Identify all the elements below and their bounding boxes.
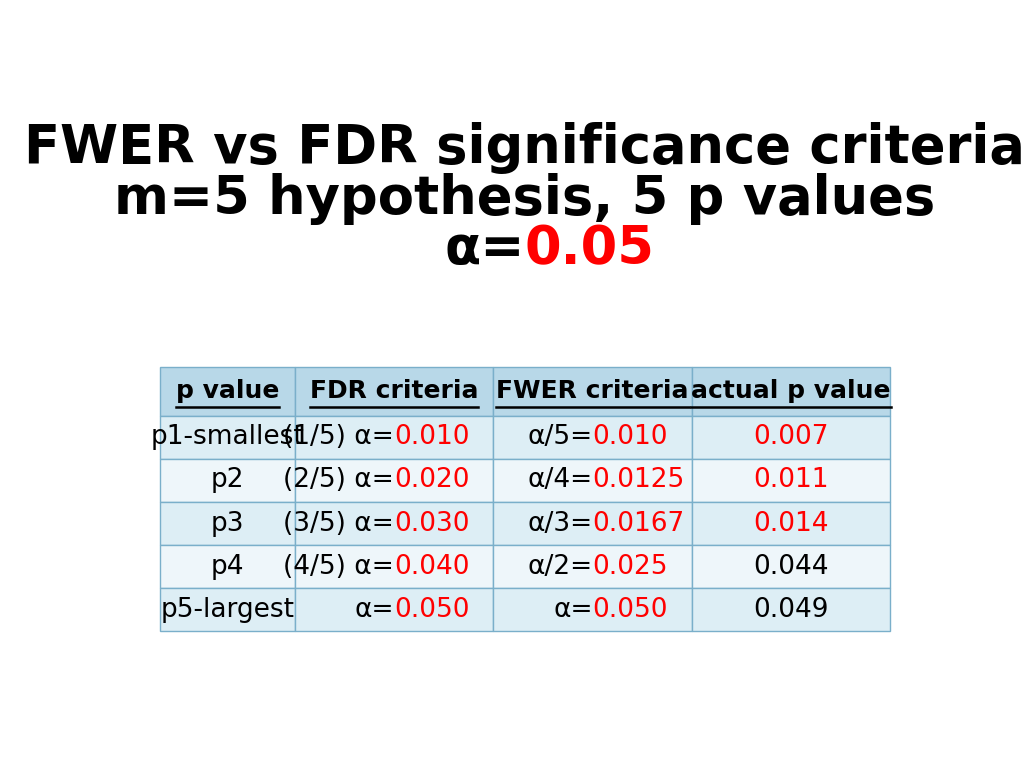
Text: 0.040: 0.040 — [394, 554, 470, 580]
FancyBboxPatch shape — [295, 415, 494, 458]
Text: FWER criteria: FWER criteria — [497, 379, 689, 403]
Text: 0.050: 0.050 — [394, 597, 470, 623]
Text: p1-smallest: p1-smallest — [151, 424, 304, 450]
Text: p2: p2 — [211, 468, 244, 493]
Text: actual p value: actual p value — [691, 379, 891, 403]
Text: 0.049: 0.049 — [754, 597, 828, 623]
FancyBboxPatch shape — [160, 458, 295, 502]
FancyBboxPatch shape — [160, 367, 295, 415]
FancyBboxPatch shape — [692, 367, 890, 415]
FancyBboxPatch shape — [494, 458, 692, 502]
Text: p value: p value — [175, 379, 279, 403]
FancyBboxPatch shape — [692, 458, 890, 502]
FancyBboxPatch shape — [494, 588, 692, 631]
FancyBboxPatch shape — [295, 588, 494, 631]
FancyBboxPatch shape — [494, 415, 692, 458]
Text: (1/5) α=: (1/5) α= — [284, 424, 394, 450]
Text: 0.030: 0.030 — [394, 511, 470, 537]
Text: 0.011: 0.011 — [754, 468, 828, 493]
Text: 0.025: 0.025 — [593, 554, 669, 580]
FancyBboxPatch shape — [160, 415, 295, 458]
Text: α=: α= — [354, 597, 394, 623]
Text: 0.0125: 0.0125 — [593, 468, 685, 493]
FancyBboxPatch shape — [494, 502, 692, 545]
Text: α/2=: α/2= — [527, 554, 593, 580]
Text: 0.007: 0.007 — [754, 424, 828, 450]
FancyBboxPatch shape — [160, 588, 295, 631]
Text: 0.010: 0.010 — [394, 424, 470, 450]
Text: 0.010: 0.010 — [593, 424, 669, 450]
FancyBboxPatch shape — [295, 502, 494, 545]
Text: α/4=: α/4= — [527, 468, 593, 493]
Text: (3/5) α=: (3/5) α= — [284, 511, 394, 537]
FancyBboxPatch shape — [295, 458, 494, 502]
FancyBboxPatch shape — [692, 415, 890, 458]
FancyBboxPatch shape — [295, 367, 494, 415]
FancyBboxPatch shape — [160, 502, 295, 545]
Text: p5-largest: p5-largest — [161, 597, 294, 623]
Text: FDR criteria: FDR criteria — [310, 379, 478, 403]
FancyBboxPatch shape — [692, 545, 890, 588]
FancyBboxPatch shape — [692, 502, 890, 545]
Text: 0.020: 0.020 — [394, 468, 470, 493]
FancyBboxPatch shape — [160, 545, 295, 588]
Text: (4/5) α=: (4/5) α= — [284, 554, 394, 580]
Text: 0.050: 0.050 — [593, 597, 669, 623]
Text: p3: p3 — [211, 511, 244, 537]
Text: α=: α= — [553, 597, 593, 623]
FancyBboxPatch shape — [494, 545, 692, 588]
Text: m=5 hypothesis, 5 p values: m=5 hypothesis, 5 p values — [114, 173, 936, 224]
FancyBboxPatch shape — [295, 545, 494, 588]
Text: 0.044: 0.044 — [754, 554, 828, 580]
Text: (2/5) α=: (2/5) α= — [284, 468, 394, 493]
Text: p4: p4 — [211, 554, 244, 580]
Text: 0.0167: 0.0167 — [593, 511, 685, 537]
FancyBboxPatch shape — [494, 367, 692, 415]
Text: α=: α= — [444, 223, 524, 275]
Text: FWER vs FDR significance criteria: FWER vs FDR significance criteria — [25, 122, 1024, 174]
Text: α/3=: α/3= — [527, 511, 593, 537]
Text: 0.014: 0.014 — [754, 511, 828, 537]
FancyBboxPatch shape — [692, 588, 890, 631]
Text: α/5=: α/5= — [527, 424, 593, 450]
Text: 0.05: 0.05 — [524, 223, 654, 275]
